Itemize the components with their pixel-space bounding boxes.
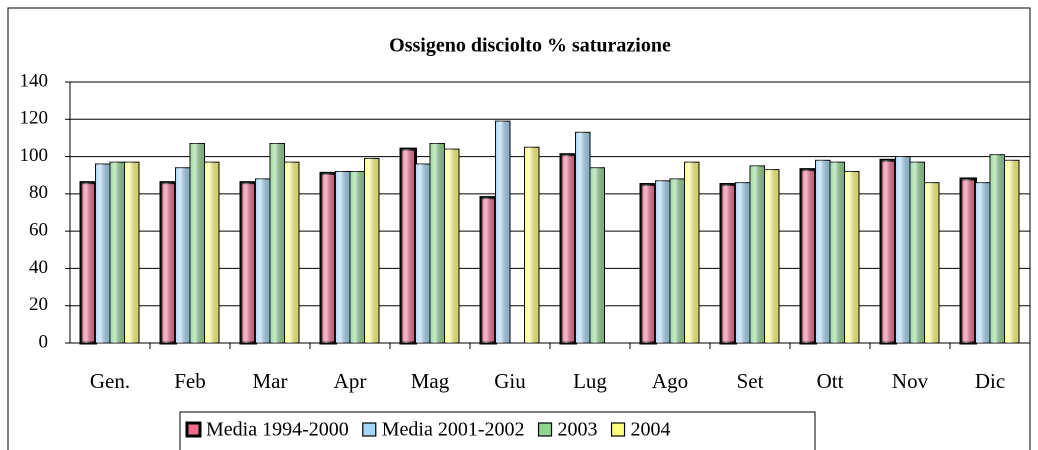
x-tick-label: Apr bbox=[334, 369, 367, 393]
bar bbox=[975, 182, 991, 344]
bar bbox=[495, 120, 511, 344]
y-tick-label: 0 bbox=[39, 331, 49, 352]
y-tick-label: 60 bbox=[29, 220, 48, 241]
legend-swatch bbox=[362, 422, 377, 437]
legend-box bbox=[179, 411, 816, 450]
bar bbox=[589, 167, 605, 344]
y-tick-label: 120 bbox=[20, 108, 49, 129]
bar bbox=[924, 182, 940, 344]
bar bbox=[524, 146, 540, 344]
x-tick-label: Nov bbox=[892, 369, 929, 393]
x-tick-label: Ago bbox=[652, 369, 688, 393]
bar bbox=[284, 161, 300, 344]
bar bbox=[559, 153, 577, 345]
x-tick-label: Dic bbox=[975, 369, 1005, 393]
bar bbox=[189, 143, 205, 344]
bar bbox=[879, 158, 897, 345]
y-tick-label: 100 bbox=[20, 145, 49, 166]
x-tick-label: Feb bbox=[174, 369, 206, 393]
bar bbox=[415, 163, 431, 344]
bar bbox=[429, 143, 445, 344]
bar bbox=[255, 178, 271, 344]
bar bbox=[749, 165, 765, 344]
bar bbox=[269, 143, 285, 344]
bar bbox=[844, 170, 860, 344]
legend-swatch bbox=[610, 422, 626, 437]
bar bbox=[909, 161, 925, 344]
bar bbox=[335, 170, 351, 344]
bar bbox=[444, 148, 460, 344]
bar bbox=[764, 169, 780, 344]
bar bbox=[815, 159, 831, 344]
legend-label: 2003 bbox=[558, 419, 598, 441]
bar bbox=[1004, 159, 1020, 344]
x-tick-label: Lug bbox=[573, 369, 607, 393]
bar bbox=[719, 183, 737, 345]
bar bbox=[989, 154, 1005, 344]
legend-label: Media 2001-2002 bbox=[382, 419, 525, 441]
chart-frame bbox=[7, 7, 1031, 450]
bar bbox=[124, 161, 140, 344]
y-tick-label: 40 bbox=[29, 257, 48, 278]
legend-swatch bbox=[537, 422, 553, 437]
bar bbox=[319, 171, 337, 345]
bar bbox=[895, 156, 911, 344]
bar bbox=[109, 161, 125, 344]
bar bbox=[364, 157, 380, 344]
bar bbox=[204, 161, 220, 344]
y-tick-label: 80 bbox=[29, 182, 48, 203]
bar bbox=[79, 181, 97, 345]
bar bbox=[575, 131, 591, 344]
bar bbox=[239, 181, 257, 345]
bar bbox=[159, 181, 177, 345]
bar bbox=[655, 180, 671, 344]
bar bbox=[639, 183, 657, 345]
bar bbox=[799, 168, 817, 345]
x-tick-label: Gen. bbox=[90, 369, 130, 393]
bar bbox=[479, 196, 497, 345]
legend-swatch bbox=[185, 421, 202, 438]
bar bbox=[829, 161, 845, 344]
bar bbox=[684, 161, 700, 344]
x-tick-label: Set bbox=[737, 369, 764, 393]
bar bbox=[399, 147, 417, 345]
x-tick-label: Ott bbox=[817, 369, 844, 393]
legend-label: Media 1994-2000 bbox=[206, 419, 349, 441]
y-tick-label: 20 bbox=[29, 294, 48, 315]
bar bbox=[349, 170, 365, 344]
x-tick-label: Mar bbox=[253, 369, 288, 393]
x-tick-label: Giu bbox=[494, 369, 526, 393]
bar bbox=[669, 178, 685, 344]
legend-label: 2004 bbox=[631, 419, 671, 441]
chart-title: Ossigeno disciolto % saturazione bbox=[389, 35, 671, 57]
y-tick-label: 140 bbox=[20, 70, 49, 91]
bar bbox=[95, 163, 111, 344]
x-tick-label: Mag bbox=[411, 369, 450, 393]
bar bbox=[175, 167, 191, 344]
bar bbox=[959, 177, 977, 345]
bar bbox=[735, 182, 751, 344]
